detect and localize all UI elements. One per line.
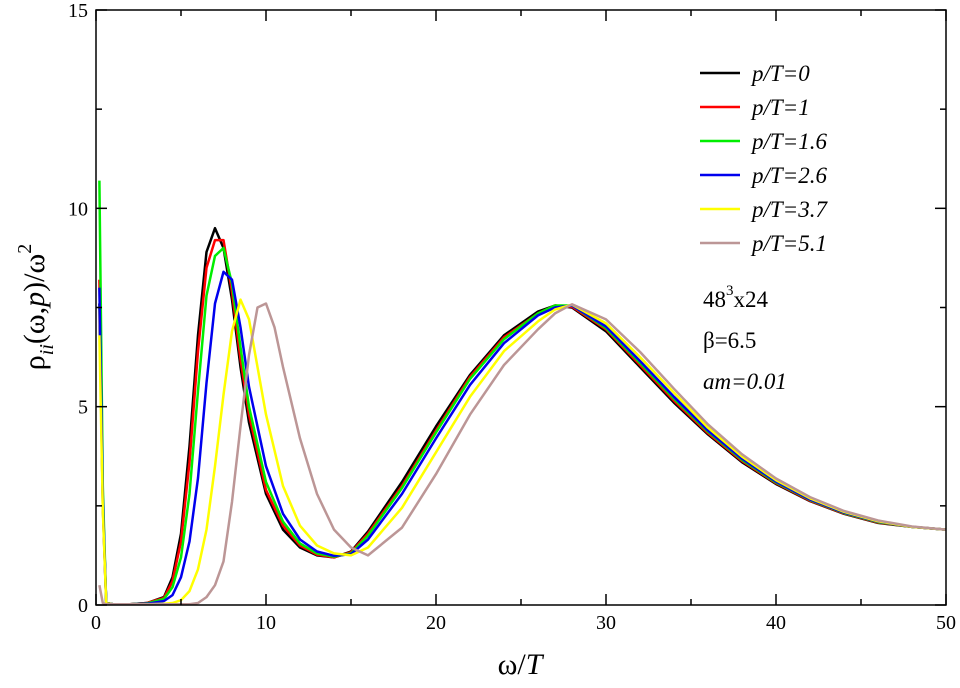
legend-label-4: p/T=3.7 <box>750 197 828 222</box>
legend-label-1: p/T=1 <box>750 95 810 120</box>
y-tick-label: 10 <box>68 198 88 220</box>
series-line-3 <box>98 270 946 605</box>
x-tick-label: 20 <box>426 612 446 634</box>
x-axis-title: ω/T <box>498 648 545 681</box>
lattice-size-annotation: 483x24 <box>703 283 769 312</box>
series-line-5 <box>98 302 946 605</box>
x-tick-label: 0 <box>91 612 101 634</box>
legend-label-3: p/T=2.6 <box>750 163 827 188</box>
legend-label-0: p/T=0 <box>750 61 810 86</box>
legend-label-5: p/T=5.1 <box>750 231 827 256</box>
legend-label-2: p/T=1.6 <box>750 129 827 154</box>
plot-frame <box>95 9 947 606</box>
legend: p/T=0 p/T=1 p/T=1.6 p/T=2.6 p/T=3.7 p/T=5.1 <box>700 61 828 256</box>
y-tick-label: 0 <box>78 595 88 617</box>
x-tick-label: 50 <box>936 612 956 634</box>
y-tick-label: 15 <box>68 0 88 22</box>
y-axis-title: ρii(ω,p)/ω2 <box>14 244 58 370</box>
mass-annotation: am=0.01 <box>703 369 787 394</box>
x-tick-label: 10 <box>256 612 276 634</box>
x-tick-label: 30 <box>596 612 616 634</box>
beta-annotation: β=6.5 <box>703 328 756 353</box>
ticks-layer: 0 10 20 30 40 50 0 5 10 15 <box>68 0 956 634</box>
y-tick-label: 5 <box>78 397 88 419</box>
x-tick-label: 40 <box>766 612 786 634</box>
